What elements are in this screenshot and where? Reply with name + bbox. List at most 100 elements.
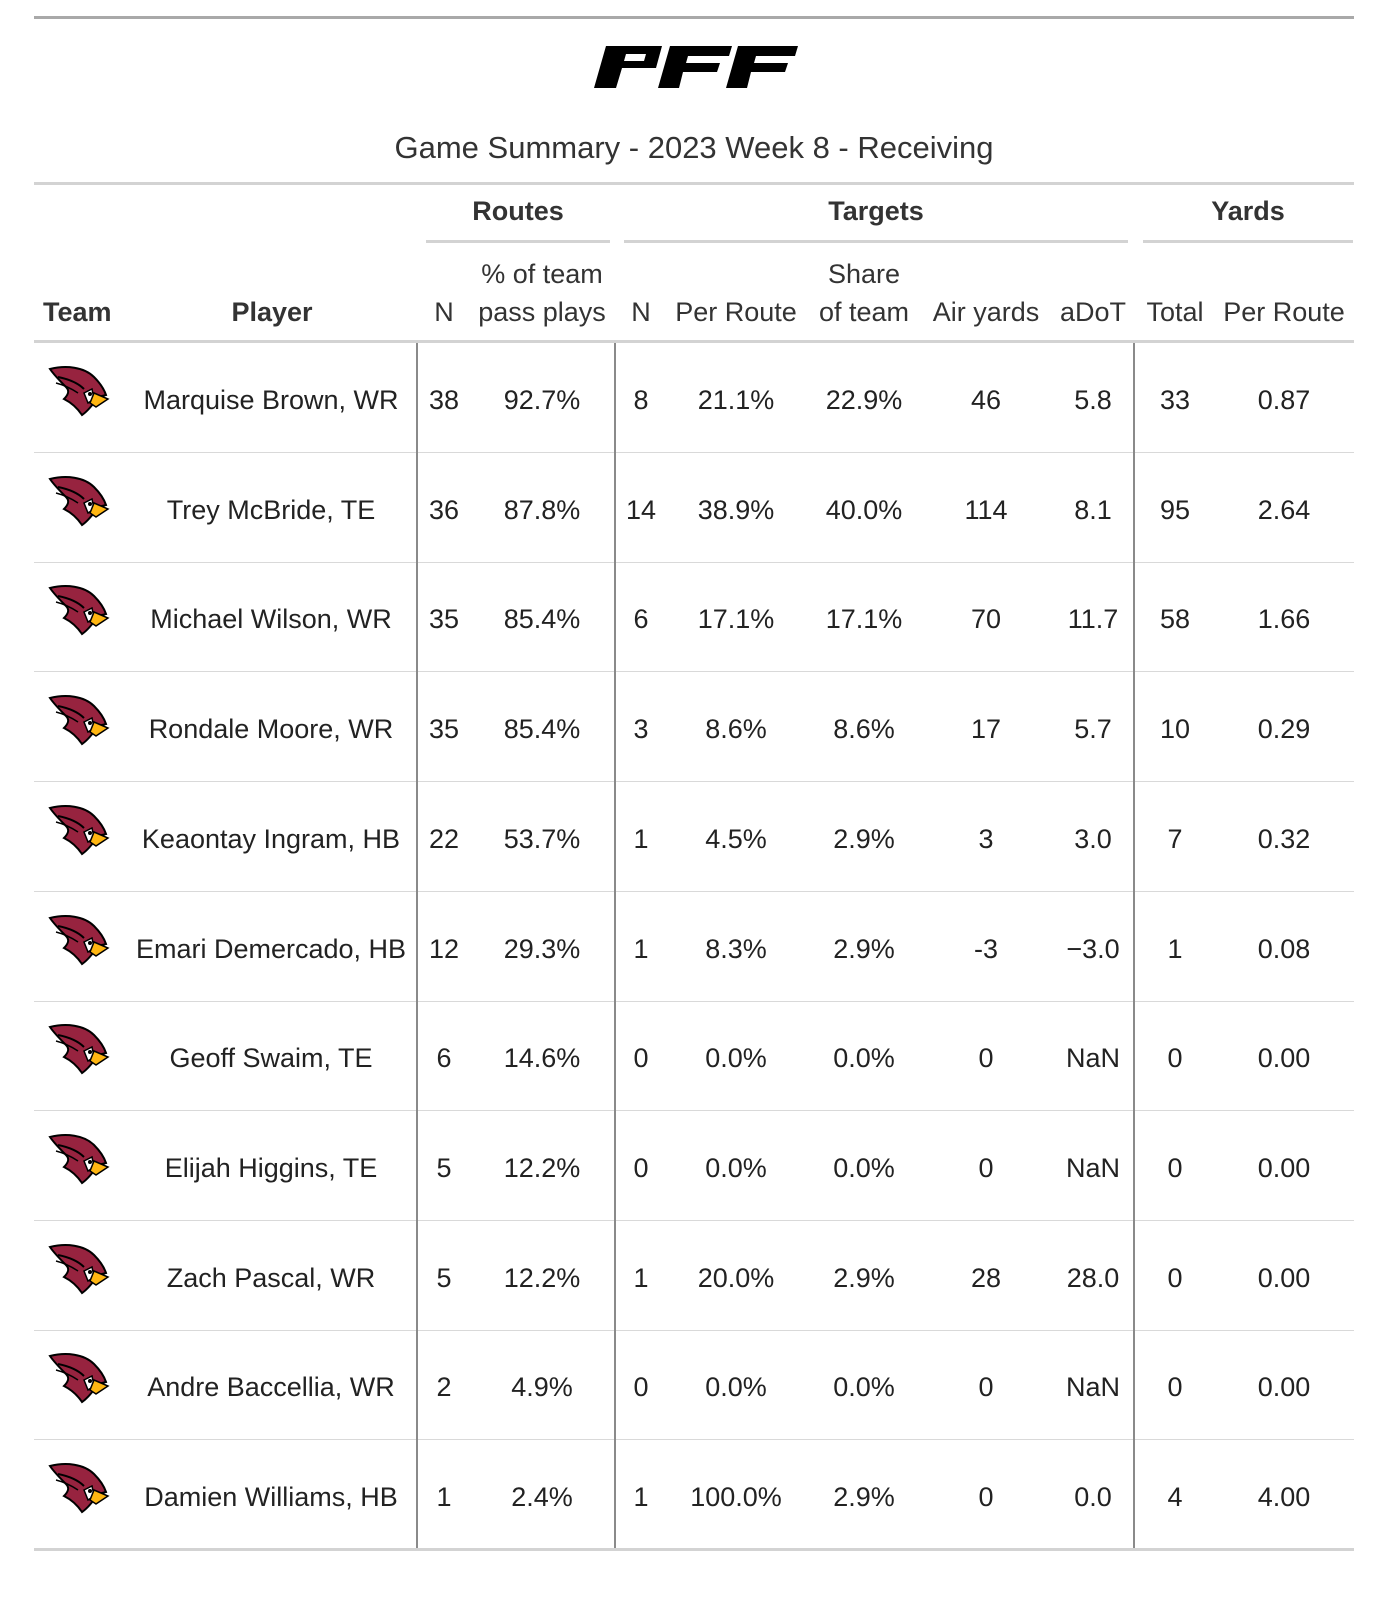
cell-routes-n: 5 (436, 1262, 452, 1293)
cell-routes-n: 6 (436, 1043, 452, 1074)
cell-air-yards: 70 (970, 604, 1002, 635)
table-row: Marquise Brown, WR 38 92.7% 8 21.1% 22.9% 46 5.… (34, 343, 1354, 453)
table-row: Elijah Higgins, TE 5 12.2% 0 0.0% 0.0% 0 NaN 0 0.… (34, 1111, 1354, 1221)
col-routes-pct-line1: % of team (481, 259, 603, 289)
cell-share: 2.9% (833, 823, 895, 854)
cell-adot: 5.7 (1074, 714, 1112, 745)
arizona-cardinals-logo-icon (48, 914, 110, 965)
divider-targets (614, 343, 616, 1550)
cell-routes-pct: 85.4% (503, 714, 581, 745)
cell-yards-per-route: 2.64 (1257, 494, 1311, 525)
cell-routes-n: 5 (436, 1152, 452, 1183)
pff-logo (594, 46, 798, 88)
cell-player: Emari Demercado, HB (135, 933, 407, 964)
cell-adot: NaN (1065, 1372, 1120, 1403)
divider-routes (416, 343, 418, 1550)
cell-routes-pct: 53.7% (503, 823, 581, 854)
cell-player: Geoff Swaim, TE (169, 1043, 373, 1074)
col-share-line1: Share (827, 259, 901, 289)
cell-player: Michael Wilson, WR (150, 604, 392, 635)
cell-targets-n: 6 (633, 604, 649, 635)
cell-yards-per-route: 0.00 (1257, 1043, 1311, 1074)
cell-targets-per-route: 8.6% (705, 714, 767, 745)
cell-adot: 11.7 (1067, 604, 1119, 635)
cell-targets-n: 1 (633, 1482, 649, 1512)
cell-yards-per-route: 0.29 (1257, 714, 1311, 745)
cell-share: 0.0% (833, 1152, 895, 1183)
cell-targets-per-route: 0.0% (705, 1372, 767, 1403)
cell-routes-n: 2 (436, 1372, 452, 1403)
table-row: Rondale Moore, WR 35 85.4% 3 8.6% 8.6% 17 5.7 10… (34, 672, 1354, 783)
col-share-line2: of team (818, 297, 910, 327)
cell-yards-total: 58 (1159, 604, 1191, 635)
col-targets-n: N (631, 297, 651, 327)
arizona-cardinals-logo-icon (48, 585, 110, 636)
arizona-cardinals-logo-icon (48, 1134, 110, 1185)
cell-adot: −3.0 (1066, 933, 1120, 964)
cell-player: Andre Baccellia, WR (147, 1372, 395, 1403)
arizona-cardinals-logo-icon (48, 475, 110, 527)
cell-routes-pct: 12.2% (503, 1262, 581, 1293)
cell-adot: 5.8 (1074, 385, 1112, 415)
col-adot: aDoT (1059, 297, 1127, 327)
cell-adot: 3.0 (1074, 823, 1112, 854)
cell-routes-pct: 14.6% (503, 1043, 581, 1074)
col-team: Team (43, 297, 112, 327)
cell-targets-n: 0 (633, 1043, 649, 1074)
spanner-yards: Yards (1211, 196, 1285, 226)
cell-yards-per-route: 0.00 (1257, 1262, 1311, 1293)
cell-yards-per-route: 0.00 (1257, 1152, 1311, 1183)
cell-routes-pct: 2.4% (511, 1482, 573, 1512)
cell-yards-total: 4 (1167, 1482, 1183, 1512)
cell-yards-total: 0 (1167, 1152, 1183, 1183)
cell-routes-n: 1 (436, 1482, 452, 1512)
col-routes-n: N (434, 297, 454, 327)
cell-share: 0.0% (833, 1372, 895, 1403)
cell-air-yards: 0 (978, 1482, 994, 1512)
cell-targets-n: 0 (633, 1152, 649, 1183)
arizona-cardinals-logo-icon (48, 695, 110, 746)
cell-player: Marquise Brown, WR (143, 385, 399, 415)
header-rule (34, 340, 1354, 343)
cell-routes-n: 22 (428, 823, 460, 854)
cell-share: 2.9% (833, 1482, 895, 1512)
cell-player: Elijah Higgins, TE (164, 1152, 378, 1183)
arizona-cardinals-logo-icon (48, 1463, 110, 1514)
cell-targets-per-route: 20.0% (697, 1262, 775, 1293)
table-row: Keaontay Ingram, HB 22 53.7% 1 4.5% 2.9% 3 3.0 7… (34, 782, 1354, 892)
cell-targets-per-route: 21.1% (697, 385, 775, 415)
cell-player: Zach Pascal, WR (166, 1262, 376, 1293)
cell-targets-n: 14 (625, 494, 657, 525)
arizona-cardinals-logo-icon (48, 366, 110, 417)
cell-share: 8.6% (833, 714, 895, 745)
arizona-cardinals-logo-icon (48, 1243, 110, 1294)
cell-yards-total: 0 (1167, 1372, 1183, 1403)
cell-adot: NaN (1065, 1043, 1120, 1074)
cell-adot: 0.0 (1074, 1482, 1112, 1512)
cell-yards-total: 95 (1159, 494, 1191, 525)
cell-player: Keaontay Ingram, HB (141, 823, 401, 854)
cell-air-yards: 0 (978, 1152, 994, 1183)
arizona-cardinals-logo-icon (48, 804, 110, 856)
cell-routes-n: 38 (428, 385, 460, 415)
cell-adot: 28.0 (1066, 1262, 1120, 1293)
cell-targets-per-route: 0.0% (705, 1043, 767, 1074)
cell-targets-n: 8 (633, 385, 649, 415)
col-air-yards: Air yards (932, 297, 1040, 327)
cell-routes-pct: 92.7% (503, 385, 581, 415)
cell-routes-pct: 87.8% (503, 494, 581, 525)
cell-yards-total: 0 (1167, 1262, 1183, 1293)
cell-adot: 8.1 (1074, 494, 1112, 525)
table-row: Geoff Swaim, TE 6 14.6% 0 0.0% 0.0% 0 NaN 0 0.00 (34, 1001, 1354, 1112)
cell-targets-n: 1 (633, 1262, 649, 1293)
cell-routes-n: 35 (428, 604, 460, 635)
col-yards-total: Total (1146, 297, 1204, 327)
cell-share: 40.0% (825, 494, 903, 525)
cell-air-yards: 114 (964, 494, 1008, 525)
cell-air-yards: 46 (970, 385, 1002, 415)
cell-share: 2.9% (833, 933, 895, 964)
cell-player: Rondale Moore, WR (148, 714, 394, 745)
table-row: Zach Pascal, WR 5 12.2% 1 20.0% 2.9% 28 28.0 0 0.… (34, 1221, 1354, 1331)
cell-yards-total: 0 (1167, 1043, 1183, 1074)
cell-yards-per-route: 0.87 (1257, 385, 1311, 415)
